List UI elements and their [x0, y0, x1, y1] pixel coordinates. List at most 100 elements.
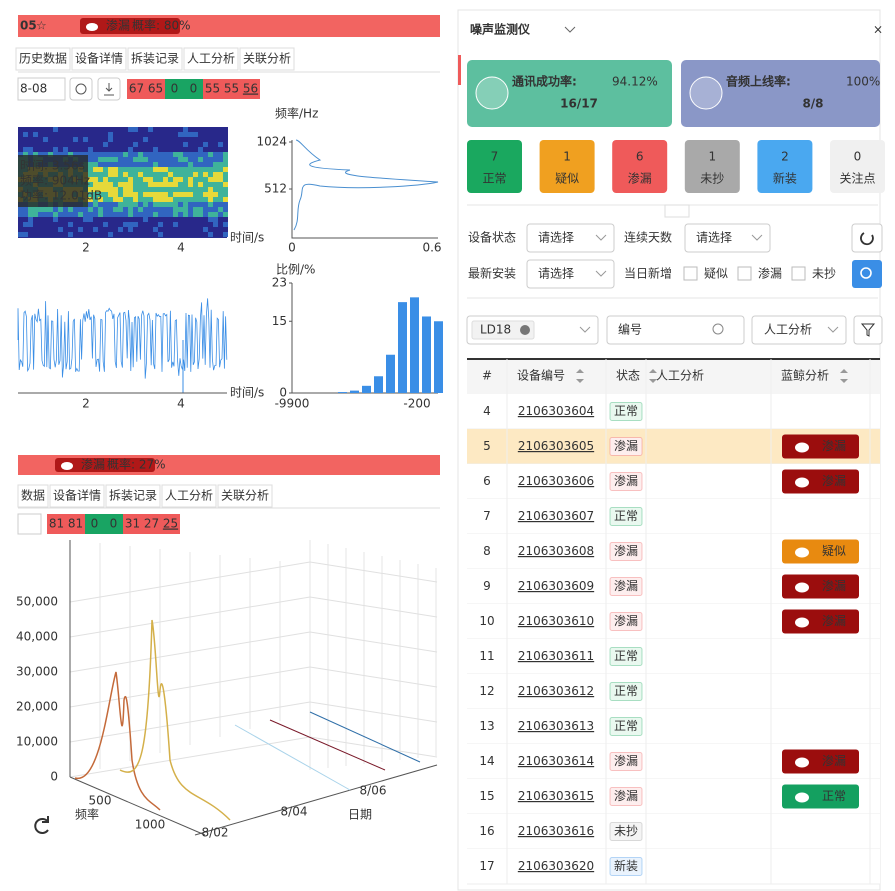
reset-button[interactable]	[851, 223, 883, 253]
table-row[interactable]	[467, 639, 880, 674]
ai-button[interactable]	[782, 434, 859, 459]
checkbox-label[interactable]: 未抄	[812, 267, 836, 281]
ai-label[interactable]: 渗漏	[822, 753, 846, 768]
play-icon	[75, 83, 87, 95]
tab-label[interactable]: 设备详情	[53, 488, 101, 503]
filter-button[interactable]	[853, 315, 883, 345]
checkbox-label[interactable]: 疑似	[704, 266, 728, 281]
tab[interactable]	[217, 484, 273, 508]
close-icon[interactable]: ×	[873, 23, 883, 37]
device-id[interactable]: 2106303614	[518, 754, 594, 768]
select-box[interactable]	[526, 259, 615, 289]
count-value: 0	[110, 517, 118, 531]
ai-button[interactable]	[782, 784, 859, 809]
table-row[interactable]	[467, 499, 880, 534]
tile-count[interactable]: 7	[491, 150, 499, 164]
tile-label[interactable]: 关注点	[839, 171, 875, 186]
collapse-icon[interactable]	[564, 26, 576, 33]
select-box[interactable]	[684, 223, 771, 253]
tab[interactable]	[71, 47, 127, 71]
id-input[interactable]	[606, 315, 745, 345]
device-id[interactable]: 2106303611	[518, 649, 594, 663]
play-button[interactable]	[69, 77, 93, 101]
checkbox-label[interactable]: 渗漏	[758, 266, 782, 281]
tab-label[interactable]: 人工分析	[165, 489, 213, 503]
tile-label[interactable]: 渗漏	[628, 171, 652, 186]
tile-count[interactable]: 2	[781, 150, 789, 164]
tab-label[interactable]: 拆装记录	[131, 51, 179, 66]
status-tile[interactable]	[830, 140, 885, 193]
tab[interactable]	[49, 484, 105, 508]
device-id[interactable]: 2106303615	[518, 789, 594, 803]
device-id[interactable]: 2106303606	[518, 474, 594, 488]
tab[interactable]	[105, 484, 161, 508]
device-id[interactable]: 2106303612	[518, 684, 594, 698]
table-row[interactable]	[467, 814, 880, 849]
ai-button[interactable]	[782, 469, 859, 494]
ai-button[interactable]	[782, 609, 859, 634]
date-input[interactable]	[17, 77, 66, 101]
device-id[interactable]: 2106303608	[518, 544, 594, 558]
ai-label[interactable]: 疑似	[822, 543, 846, 558]
checkbox[interactable]	[683, 266, 698, 281]
checkbox[interactable]	[791, 266, 806, 281]
date-input[interactable]	[17, 513, 42, 535]
tab[interactable]	[183, 47, 239, 71]
tile-label[interactable]: 疑似	[555, 171, 579, 186]
status-tile[interactable]	[684, 140, 740, 193]
tile-label[interactable]: 未抄	[700, 172, 724, 186]
ai-label[interactable]: 渗漏	[822, 473, 846, 488]
ai-label[interactable]: 正常	[822, 789, 846, 803]
tab[interactable]	[161, 484, 217, 508]
tab-label[interactable]: 关联分析	[243, 52, 291, 66]
tab-label[interactable]: 人工分析	[187, 52, 235, 66]
device-id[interactable]: 2106303604	[518, 404, 594, 418]
status-tile[interactable]	[612, 140, 668, 193]
tab-label[interactable]: 拆装记录	[109, 488, 157, 503]
ai-label[interactable]: 渗漏	[822, 613, 846, 628]
tab-label[interactable]: 关联分析	[221, 489, 269, 503]
device-id[interactable]: 2106303605	[518, 439, 594, 453]
select-box[interactable]	[526, 223, 615, 253]
device-id[interactable]: 2106303610	[518, 614, 594, 628]
device-id[interactable]: 2106303613	[518, 719, 594, 733]
tab[interactable]	[239, 47, 295, 71]
device-id[interactable]: 2106303609	[518, 579, 594, 593]
tab[interactable]	[17, 484, 49, 508]
status-tile[interactable]	[757, 140, 813, 193]
ai-button[interactable]	[782, 749, 859, 774]
tile-count[interactable]: 1	[563, 150, 571, 164]
table-row[interactable]	[467, 394, 880, 429]
tile-label[interactable]: 新装	[773, 171, 797, 186]
ai-button[interactable]	[782, 574, 859, 599]
ai-button[interactable]	[782, 539, 859, 564]
tab-label[interactable]: 设备详情	[75, 51, 123, 66]
tile-count[interactable]: 0	[854, 150, 862, 164]
date-value[interactable]: 8-08	[20, 82, 47, 96]
refresh-icon[interactable]	[34, 816, 49, 834]
tab-label[interactable]: 历史数据	[19, 51, 67, 66]
ai-label[interactable]: 渗漏	[822, 578, 846, 593]
status-tile[interactable]	[467, 140, 522, 193]
device-id[interactable]: 2106303620	[518, 859, 594, 873]
ai-label[interactable]: 渗漏	[822, 438, 846, 453]
tab[interactable]	[127, 47, 183, 71]
table-row[interactable]	[467, 849, 880, 884]
device-id[interactable]: 2106303616	[518, 824, 594, 838]
select-box[interactable]	[751, 315, 847, 345]
table-row[interactable]	[467, 674, 880, 709]
tile-count[interactable]: 1	[708, 150, 716, 164]
checkbox[interactable]	[737, 266, 752, 281]
table-row[interactable]	[467, 709, 880, 744]
expand-toggle[interactable]	[664, 204, 690, 218]
status-tile[interactable]	[539, 140, 595, 193]
spectrogram-cell	[118, 127, 123, 132]
spectrogram-cell	[153, 157, 158, 162]
tab-label[interactable]: 数据	[21, 488, 45, 503]
tab[interactable]	[15, 47, 71, 71]
device-id[interactable]: 2106303607	[518, 509, 594, 523]
tile-label[interactable]: 正常	[482, 172, 506, 186]
spectrogram-cell	[68, 222, 73, 227]
tile-count[interactable]: 6	[636, 150, 644, 164]
search-button[interactable]	[852, 260, 882, 288]
